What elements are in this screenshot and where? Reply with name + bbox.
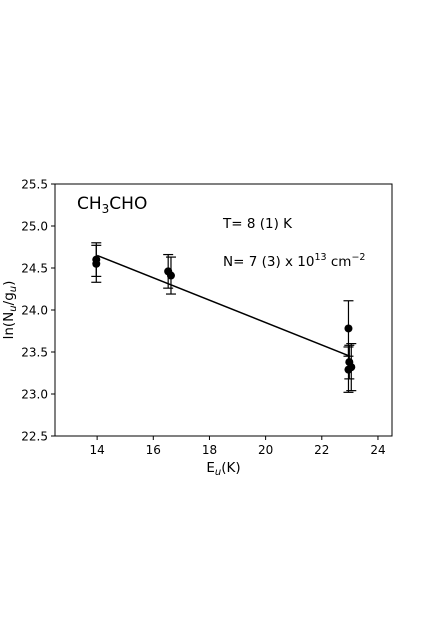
x-axis-ticks: 14 16 18 20 22 24	[89, 436, 386, 457]
data-point	[91, 242, 102, 277]
y-tick-label: 23.0	[21, 387, 48, 401]
x-tick-label: 16	[146, 443, 161, 457]
fit-line	[96, 254, 351, 357]
y-tick-label: 22.5	[21, 429, 48, 443]
y-tick-label: 24.5	[21, 261, 48, 275]
x-tick-label: 18	[202, 443, 217, 457]
point-marker	[347, 363, 356, 372]
y-axis-ticks: 22.5 23.0 23.5 24.0 24.5 25.0 25.5	[21, 177, 55, 443]
y-tick-label: 25.5	[21, 177, 48, 191]
temperature-annotation: T= 8 (1) K	[222, 216, 293, 232]
point-marker	[344, 324, 353, 333]
y-axis-label: ln(Nu/gu)	[1, 281, 19, 340]
data-point	[346, 343, 357, 392]
x-tick-label: 24	[370, 443, 385, 457]
point-marker	[166, 271, 175, 280]
fit-layer	[96, 254, 351, 357]
data-point	[165, 256, 176, 295]
x-axis-label: Eu(K)	[206, 460, 240, 478]
column-density-annotation: N= 7 (3) x 1013 cm−2	[223, 252, 365, 270]
point-marker	[92, 255, 101, 264]
x-tick-label: 14	[89, 443, 104, 457]
plot-background	[55, 184, 392, 436]
x-tick-label: 20	[258, 443, 273, 457]
molecule-annotation: CH3CHO	[77, 194, 147, 216]
points-layer	[91, 242, 357, 393]
y-tick-label: 24.0	[21, 303, 48, 317]
x-tick-label: 22	[314, 443, 329, 457]
y-tick-label: 25.0	[21, 219, 48, 233]
y-tick-label: 23.5	[21, 345, 48, 359]
